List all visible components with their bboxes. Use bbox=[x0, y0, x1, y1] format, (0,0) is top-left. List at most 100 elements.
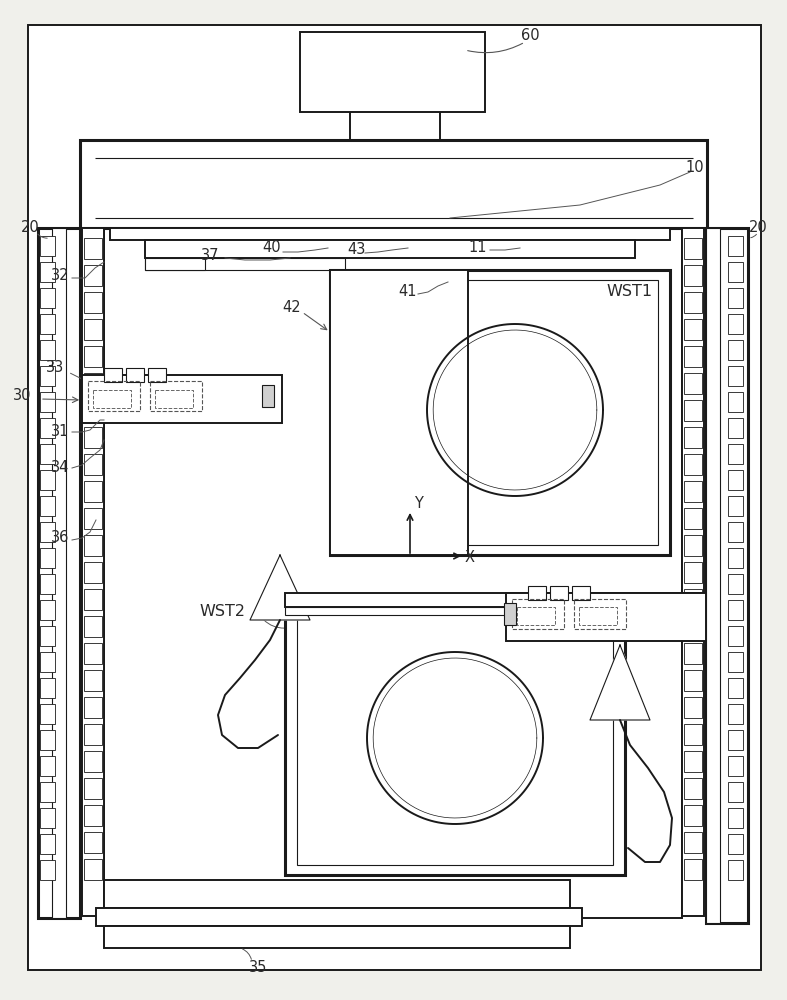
Bar bbox=[145, 240, 635, 258]
Bar bbox=[126, 368, 144, 382]
Bar bbox=[728, 626, 743, 646]
Bar bbox=[579, 607, 617, 625]
Bar bbox=[40, 704, 55, 724]
Text: 30: 30 bbox=[13, 387, 31, 402]
Bar bbox=[84, 481, 102, 502]
Bar bbox=[84, 805, 102, 826]
Bar bbox=[52, 228, 66, 918]
Bar bbox=[104, 926, 570, 948]
Bar bbox=[684, 778, 702, 799]
Bar bbox=[682, 228, 704, 916]
Bar bbox=[40, 444, 55, 464]
Bar bbox=[285, 593, 705, 607]
Bar bbox=[40, 522, 55, 542]
Bar bbox=[84, 589, 102, 610]
Bar bbox=[728, 756, 743, 776]
Text: 43: 43 bbox=[347, 242, 365, 257]
Bar bbox=[40, 652, 55, 672]
Bar bbox=[300, 32, 485, 112]
Bar bbox=[84, 778, 102, 799]
Bar bbox=[728, 600, 743, 620]
Bar bbox=[517, 607, 555, 625]
Bar bbox=[104, 228, 682, 918]
Bar bbox=[728, 860, 743, 880]
Bar bbox=[40, 496, 55, 516]
Bar bbox=[40, 574, 55, 594]
Bar bbox=[155, 390, 193, 408]
Bar bbox=[40, 730, 55, 750]
Bar bbox=[684, 859, 702, 880]
Bar bbox=[40, 756, 55, 776]
Text: WST1: WST1 bbox=[607, 284, 653, 300]
Bar bbox=[728, 808, 743, 828]
Bar bbox=[728, 548, 743, 568]
Bar bbox=[84, 319, 102, 340]
Bar bbox=[684, 292, 702, 313]
Bar bbox=[40, 678, 55, 698]
Bar bbox=[40, 340, 55, 360]
Bar bbox=[684, 481, 702, 502]
Bar bbox=[84, 346, 102, 367]
Bar bbox=[684, 589, 702, 610]
Bar bbox=[40, 418, 55, 438]
Bar bbox=[104, 368, 122, 382]
Bar bbox=[728, 366, 743, 386]
Bar bbox=[504, 603, 516, 625]
Bar bbox=[150, 381, 202, 411]
Bar bbox=[728, 444, 743, 464]
Bar bbox=[84, 400, 102, 421]
Bar bbox=[38, 228, 80, 918]
Polygon shape bbox=[590, 645, 650, 720]
Bar bbox=[84, 697, 102, 718]
Bar bbox=[684, 670, 702, 691]
Bar bbox=[262, 385, 274, 407]
Bar bbox=[684, 454, 702, 475]
Bar bbox=[40, 548, 55, 568]
Text: 31: 31 bbox=[51, 424, 69, 440]
Bar bbox=[148, 368, 166, 382]
Text: 34: 34 bbox=[51, 460, 69, 476]
Bar bbox=[728, 288, 743, 308]
Bar bbox=[40, 808, 55, 828]
Bar bbox=[728, 236, 743, 256]
Text: Y: Y bbox=[413, 496, 423, 512]
Bar bbox=[84, 427, 102, 448]
Bar bbox=[84, 832, 102, 853]
Bar bbox=[84, 562, 102, 583]
Bar bbox=[684, 832, 702, 853]
Text: 11: 11 bbox=[469, 240, 487, 255]
Text: WST2: WST2 bbox=[199, 604, 245, 619]
Bar bbox=[40, 860, 55, 880]
Bar bbox=[684, 562, 702, 583]
Bar bbox=[40, 366, 55, 386]
Bar bbox=[84, 616, 102, 637]
Bar bbox=[684, 400, 702, 421]
Bar bbox=[684, 373, 702, 394]
Bar bbox=[84, 508, 102, 529]
Bar bbox=[728, 730, 743, 750]
Bar bbox=[728, 340, 743, 360]
Bar bbox=[684, 697, 702, 718]
Bar bbox=[40, 600, 55, 620]
Bar bbox=[285, 607, 705, 615]
Bar bbox=[93, 390, 131, 408]
Bar bbox=[684, 319, 702, 340]
Bar bbox=[297, 610, 613, 865]
Text: 32: 32 bbox=[50, 267, 69, 282]
Bar bbox=[82, 228, 104, 916]
Bar bbox=[684, 724, 702, 745]
Polygon shape bbox=[250, 555, 310, 620]
Bar bbox=[512, 599, 564, 629]
Bar bbox=[40, 626, 55, 646]
Bar bbox=[706, 228, 720, 923]
Bar bbox=[728, 418, 743, 438]
Bar bbox=[684, 346, 702, 367]
Bar bbox=[40, 392, 55, 412]
Text: 41: 41 bbox=[399, 284, 417, 300]
Text: 20: 20 bbox=[748, 221, 767, 235]
Bar bbox=[684, 238, 702, 259]
Bar bbox=[330, 270, 670, 555]
Bar bbox=[506, 593, 706, 641]
Bar bbox=[82, 375, 282, 423]
Bar bbox=[684, 427, 702, 448]
